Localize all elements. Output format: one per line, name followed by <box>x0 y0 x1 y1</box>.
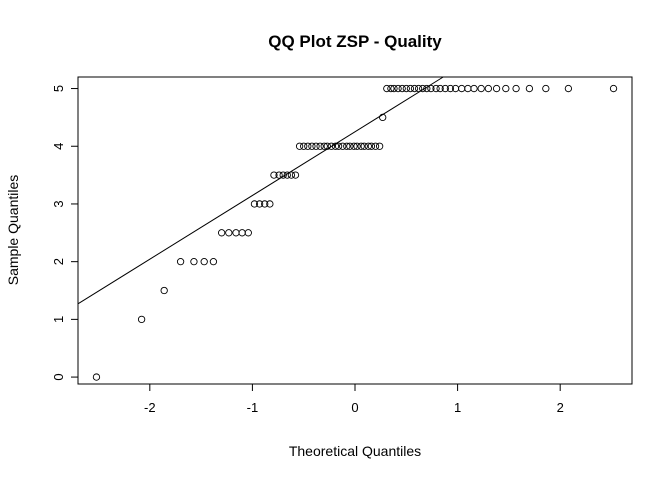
data-point <box>390 84 398 93</box>
data-point <box>375 142 384 150</box>
data-point <box>609 84 618 93</box>
data-point <box>484 84 493 93</box>
data-point <box>339 142 347 150</box>
data-point <box>266 200 274 208</box>
data-point <box>316 142 324 150</box>
y-axis: 0 1 2 3 4 5 <box>51 85 78 381</box>
data-point <box>379 113 387 122</box>
data-point <box>402 84 410 93</box>
data-point <box>346 142 354 150</box>
y-axis-label: Sample Quantiles <box>5 175 21 286</box>
data-point <box>232 229 240 237</box>
data-point <box>502 84 510 93</box>
data-point <box>371 142 380 150</box>
y-tick-label: 0 <box>51 373 66 380</box>
data-point <box>261 200 269 208</box>
data-point <box>295 142 304 150</box>
chart-title: QQ Plot ZSP - Quality <box>268 32 442 51</box>
plot-frame <box>77 76 633 385</box>
data-point <box>283 171 291 179</box>
data-point <box>525 84 534 93</box>
x-tick-label: -2 <box>144 400 156 415</box>
data-point <box>312 142 320 150</box>
data-point <box>190 258 198 266</box>
y-tick-label: 1 <box>51 316 66 323</box>
data-point <box>398 84 406 93</box>
data-point <box>350 142 358 150</box>
data-point <box>387 84 395 93</box>
data-point <box>304 142 312 150</box>
plot-area <box>77 76 618 381</box>
data-point <box>364 142 372 150</box>
data-point <box>238 229 246 237</box>
data-point <box>343 142 351 150</box>
data-point <box>255 200 264 208</box>
x-tick-label: -1 <box>247 400 259 415</box>
y-tick-label: 4 <box>51 143 66 150</box>
data-point <box>432 84 440 93</box>
data-point <box>410 84 419 93</box>
data-point <box>270 171 278 179</box>
data-point <box>464 84 472 93</box>
data-point <box>137 315 146 324</box>
x-axis: -2 -1 0 1 2 <box>144 384 564 415</box>
data-point <box>423 84 431 93</box>
data-point <box>308 142 316 150</box>
data-point <box>470 84 478 93</box>
x-tick-label: 2 <box>557 400 564 415</box>
data-point <box>394 84 402 93</box>
data-point <box>367 142 376 150</box>
data-point <box>209 258 218 266</box>
data-point <box>512 84 520 93</box>
data-point <box>436 84 444 93</box>
data-point <box>275 171 283 179</box>
data-point <box>320 142 328 150</box>
data-point <box>200 258 208 266</box>
data-point <box>419 84 427 93</box>
y-tick-label: 2 <box>51 258 66 265</box>
data-point <box>176 258 185 266</box>
data-point <box>331 142 340 150</box>
y-tick-label: 3 <box>51 200 66 207</box>
data-point <box>406 84 415 93</box>
data-point <box>477 84 485 93</box>
data-point <box>446 84 455 93</box>
data-point <box>250 200 259 208</box>
data-point <box>300 142 308 150</box>
reference-line <box>77 76 444 305</box>
data-point <box>334 142 343 150</box>
data-point <box>291 171 300 179</box>
x-tick-label: 0 <box>351 400 358 415</box>
data-point <box>427 84 435 93</box>
data-point <box>458 84 466 93</box>
x-tick-label: 1 <box>454 400 461 415</box>
data-point <box>492 84 501 93</box>
data-point <box>357 142 365 150</box>
y-tick-label: 5 <box>51 85 66 92</box>
data-point <box>244 229 252 237</box>
data-point <box>225 229 233 237</box>
data-point <box>279 171 287 179</box>
data-point <box>92 373 101 381</box>
data-points <box>92 84 618 381</box>
data-point <box>327 142 336 150</box>
data-point <box>564 84 573 93</box>
data-point <box>542 84 550 93</box>
data-point <box>217 229 226 237</box>
data-point <box>353 142 361 150</box>
data-point <box>323 142 331 150</box>
data-point <box>383 84 391 93</box>
x-axis-label: Theoretical Quantiles <box>289 443 421 459</box>
data-point <box>441 84 449 93</box>
data-point <box>160 286 168 295</box>
data-point <box>287 171 296 179</box>
data-point <box>414 84 423 93</box>
data-point <box>360 142 368 150</box>
